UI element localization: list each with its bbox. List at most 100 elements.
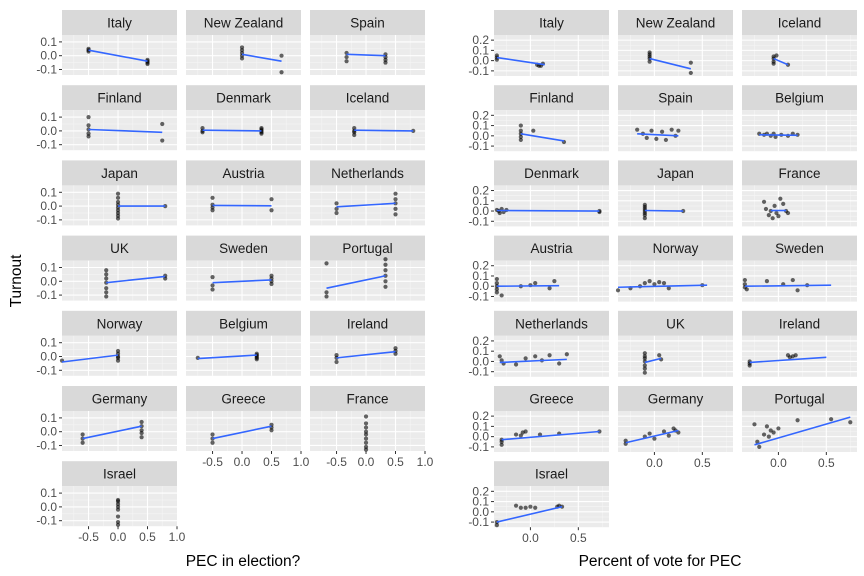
facet-greece: Greece -0.5 0.0 0.5 1.0 [186,386,310,469]
y-tick-label: 0.1 [40,411,57,425]
x-tick-label: 0.5 [818,456,835,470]
facet-finland: Finland -0.10.00.10.2 [468,85,609,153]
fit-line [88,128,163,134]
data-point [499,442,504,447]
data-point [210,275,215,280]
facet-strip-label: Finland [529,91,573,106]
data-point [776,214,781,219]
data-point [363,414,369,419]
facet-denmark: Denmark [186,85,301,151]
data-point [239,56,245,61]
facet-strip-label: Norway [97,316,143,331]
data-point [518,134,523,139]
data-point [790,277,795,283]
facet-strip [62,85,177,111]
data-point [770,216,775,221]
data-point [513,432,519,437]
facet-japan: Japan [618,160,733,227]
data-point [324,294,329,299]
facet-strip [62,160,177,186]
data-point [528,504,533,509]
fit-line [749,356,827,364]
y-tick-label: 0.1 [472,344,489,358]
data-point [393,212,398,217]
data-point [344,59,349,64]
y-tick-label: 0.0 [472,430,489,444]
data-point [494,276,499,282]
facet-spain: Spain [618,85,733,152]
y-tick-label: 0.1 [472,419,489,433]
y-tick-label: 0.0 [472,129,489,143]
facet-strip [618,386,733,411]
data-point [531,128,536,133]
data-point [494,57,499,62]
data-point [744,287,749,292]
facet-strip [742,85,857,111]
data-point [115,358,121,363]
data-point [774,53,779,58]
y-tick-label: 0.1 [40,185,57,199]
data-point [494,287,499,292]
facet-sweden: Sweden [186,235,301,301]
data-point [771,430,776,435]
x-tick-label: 0.5 [570,531,587,545]
data-point [659,129,665,134]
facet-strip-label: Germany [648,392,704,407]
facet-strip-label: Netherlands [515,316,588,331]
data-point [494,523,499,528]
facet-strip [494,160,609,186]
fit-line [212,425,272,440]
data-point [652,436,657,441]
fit-line [501,430,600,441]
facet-uk: UK [618,310,733,377]
facet-strip [310,85,425,111]
facet-germany: Germany -0.10.00.1 [36,386,177,452]
data-point [513,503,519,508]
y-tick-label: -0.1 [468,440,489,454]
x-tick-label: 0.0 [522,531,539,545]
facet-strip [186,235,301,261]
data-point [657,353,662,358]
facet-belgium: Belgium [742,85,857,152]
data-point [518,433,523,438]
data-point [771,61,776,66]
facet-strip-label: Belgium [219,316,268,331]
data-point [795,288,800,293]
y-tick-label: -0.1 [36,62,57,76]
y-tick-label: 0.2 [472,259,489,273]
data-point [742,282,747,287]
data-point [115,195,121,200]
data-point [793,353,798,358]
data-point [615,288,621,293]
data-point [383,268,388,273]
y-tick-label: 0.0 [40,124,57,138]
facet-strip-label: UK [110,241,129,256]
x-tick-label: 0.0 [110,530,127,544]
data-point [254,357,259,362]
facet-strip-label: Sweden [219,241,268,256]
data-point [766,434,771,439]
data-point [547,286,552,291]
data-point [104,272,109,277]
data-point [848,420,853,425]
facet-netherlands: Netherlands [310,160,425,226]
data-point [115,216,121,221]
facet-italy: Italy -0.10.00.1 [36,10,177,76]
data-point [499,439,504,444]
data-point [647,431,652,436]
facet-strip-label: Finland [97,91,141,106]
data-point [533,281,538,286]
fit-line [744,284,832,288]
facet-strip-label: Portugal [342,241,392,256]
facet-strip-label: Sweden [775,241,824,256]
y-tick-label: -0.1 [36,288,57,302]
data-point [661,429,667,434]
x-tick-label: -0.5 [78,530,99,544]
y-tick-label: 0.0 [40,500,57,514]
facet-norway: Norway [615,235,733,302]
facet-strip [618,10,733,35]
data-point [647,279,652,284]
data-point [663,137,669,143]
data-point [334,201,339,206]
data-point [757,444,762,449]
